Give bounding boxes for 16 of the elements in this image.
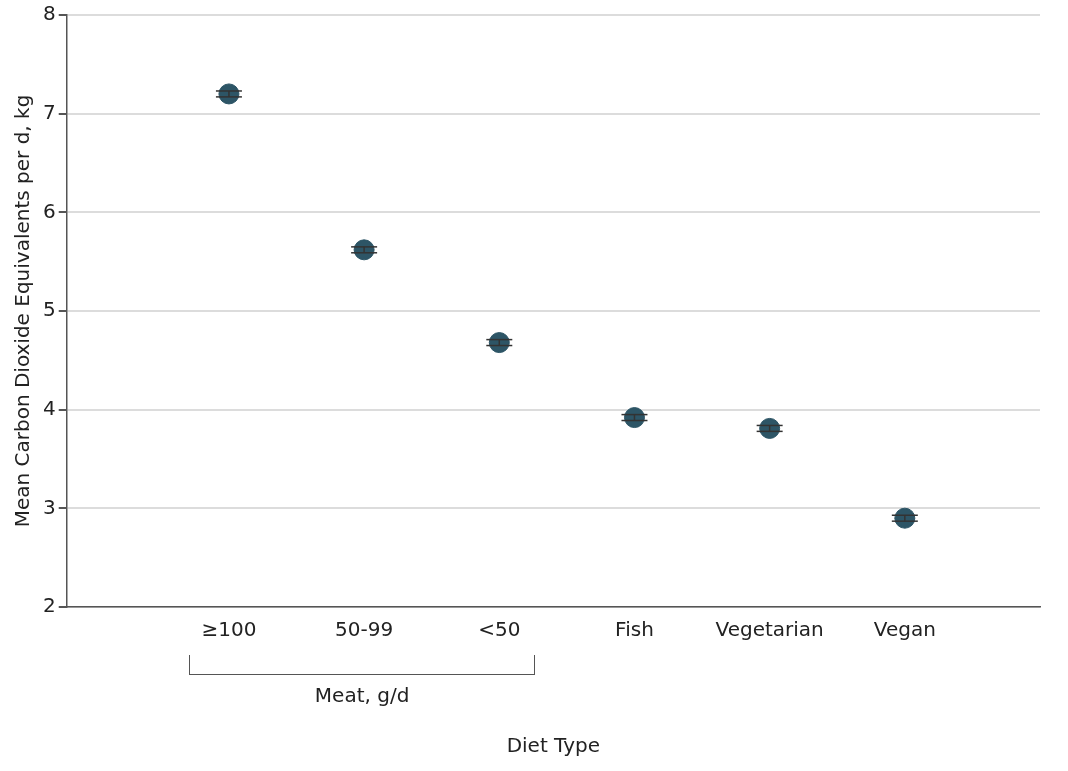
y-tick-label: 5 [42, 297, 56, 322]
y-tick-label: 2 [42, 593, 56, 618]
x-tick-label: 50-99 [335, 617, 394, 642]
y-tick-label: 8 [42, 1, 56, 26]
x-axis-title: Diet Type [506, 733, 601, 758]
text: Meat, g/d [314, 683, 410, 707]
x-tick-label: <50 [478, 617, 521, 642]
x-tick-label: Vegetarian [715, 617, 824, 642]
x-tick-label: ≥100 [201, 617, 257, 642]
x-tick-label: Fish [615, 617, 654, 642]
x-tick-label: Vegan [873, 617, 936, 642]
y-tick-label: 6 [42, 198, 56, 223]
y-tick-label: 3 [42, 494, 56, 519]
y-tick-label: 4 [42, 395, 56, 420]
y-axis-title: Mean Carbon Dioxide Equivalents per d, kg [10, 94, 35, 528]
y-tick-label: 7 [42, 99, 56, 124]
